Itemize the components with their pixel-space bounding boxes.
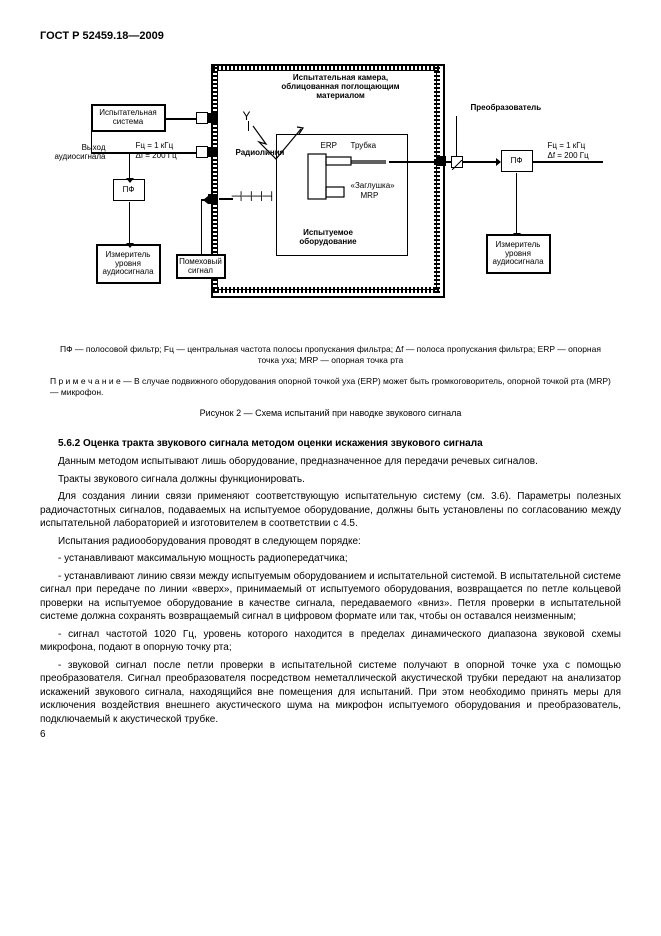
bullet-4: - звуковой сигнал после петли проверки в… [40,659,621,727]
hatch-bottom [213,287,439,293]
fc-left-label: Fц = 1 кГц [136,142,174,151]
noise-box: Помеховый сигнал [176,254,226,279]
bullet-1: - устанавливают максимальную мощность ра… [40,552,621,566]
wall-conn-3 [208,194,218,204]
line-noise-v [201,199,203,254]
para-3: Для создания линии связи применяют соотв… [40,490,621,531]
line-trans-pf [463,161,496,163]
line-audio-v [91,132,93,152]
line-pf-meter [129,202,131,243]
figure-2-diagram: Испытательная камера, облицованная погло… [51,54,611,334]
pf-right-box: ПФ [501,150,533,172]
bullet-2: - устанавливают линию связи между испыту… [40,570,621,624]
wall-conn-4 [436,156,446,166]
antenna-log: ⊣⊣⊣⊣ [231,189,272,204]
figure-key-caption: ПФ — полосовой фильтр; Fц — центральная … [60,344,601,366]
chamber-label: Испытательная камера, облицованная погло… [276,74,406,100]
para-4: Испытания радиооборудования проводят в с… [40,535,621,549]
wall-conn-1 [208,113,218,123]
df-left-label: Δf = 200 Гц [136,152,177,161]
figure-title: Рисунок 2 — Схема испытаний при наводке … [40,408,621,418]
hatch-top [213,65,439,71]
test-system-box: Испытательная система [91,104,166,132]
section-5-6-2-title: 5.6.2 Оценка тракта звукового сигнала ме… [40,438,621,449]
ant1-mast [248,121,250,131]
df-right-label: Δf = 200 Гц [548,152,589,161]
line-pf-fc [533,161,603,163]
ft-2 [196,146,208,158]
fc-right-label: Fц = 1 кГц [548,142,586,151]
meter-right-box: Измеритель уровня аудиосигнала [486,234,551,274]
line-to-pf [129,154,131,178]
trans-leader [456,116,458,156]
transducer-label: Преобразователь [471,104,551,113]
transducer-symbol [451,156,463,168]
ft-1 [196,112,208,124]
page-number: 6 [40,729,46,740]
bullet-3: - сигнал частотой 1020 Гц, уровень котор… [40,628,621,655]
hatch-right [434,66,440,293]
line-pf-meter-r [516,173,518,233]
ant-log-feed [219,198,233,200]
figure-note: П р и м е ч а н и е — В случае подвижног… [50,376,611,398]
document-header: ГОСТ Р 52459.18—2009 [40,30,621,42]
meter-left-box: Измеритель уровня аудиосигнала [96,244,161,284]
wall-conn-2 [208,147,218,157]
para-1: Данным методом испытывают лишь оборудова… [40,455,621,469]
para-2: Тракты звукового сигнала должны функцион… [40,473,621,487]
antenna-1: Y [243,109,251,123]
eut-outline [276,134,408,256]
